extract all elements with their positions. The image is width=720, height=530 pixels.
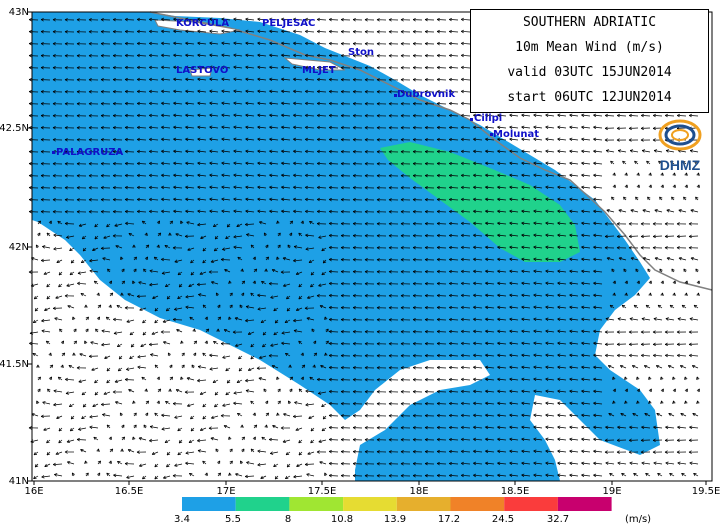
legend-color-box [450, 497, 505, 511]
place-label-peljesac: PELJESAC [262, 18, 315, 29]
title-valid-time: valid 03UTC 15JUN2014 [507, 65, 672, 80]
legend-threshold: 5.5 [225, 514, 241, 525]
place-label-molunat: Molunat [493, 129, 539, 140]
wind-speed-shading [32, 12, 660, 481]
lat-tick-label: 42N [9, 242, 29, 253]
place-labels: KORCULA PELJESAC Ston LASTOVO MLJET Dubr… [56, 18, 539, 158]
lon-tick-label: 18E [409, 486, 428, 497]
legend-color-box [396, 497, 451, 511]
legend-threshold: 8 [285, 514, 291, 525]
logo-text: DHMZ [659, 157, 701, 173]
lon-tick-label: 17E [216, 486, 235, 497]
longitude-axis: 16E 16.5E 17E 17.5E 18E 18.5E 19E 19.5E [24, 486, 720, 497]
lat-tick-label: 43N [9, 7, 29, 18]
legend-color-box [504, 497, 558, 511]
lat-tick-label: 41N [9, 476, 29, 487]
lon-tick-label: 19E [602, 486, 621, 497]
place-markers [52, 94, 493, 154]
lon-tick-label: 18.5E [501, 486, 530, 497]
legend-color-box [235, 497, 290, 511]
place-label-palagruza: PALAGRUZA [56, 147, 124, 158]
legend-threshold: 3.4 [174, 514, 190, 525]
island-korcula [154, 19, 241, 35]
legend-unit: (m/s) [625, 514, 651, 525]
island-lastovo [189, 67, 213, 77]
legend-color-box [182, 497, 236, 511]
legend-threshold: 24.5 [492, 514, 514, 525]
title-start-time: start 06UTC 12JUN2014 [507, 90, 672, 105]
legend-threshold: 10.8 [331, 514, 353, 525]
place-label-cilipi: Cilipi [474, 113, 502, 124]
sea-shading-3to5 [32, 12, 660, 481]
place-label-korcula: KORCULA [176, 18, 229, 29]
coastline [149, 11, 713, 291]
legend-color-box [289, 497, 344, 511]
title-variable: 10m Mean Wind (m/s) [515, 40, 664, 55]
lat-tick-label: 41.5N [0, 359, 29, 370]
dhmz-swirl-logo: DHMZ [650, 115, 710, 177]
logo-swirl-icon [658, 119, 702, 151]
wind-speed-legend: 3.4 5.5 8 10.8 13.9 17.2 24.5 32.7 (m/s) [174, 497, 651, 525]
lon-tick-label: 17.5E [308, 486, 337, 497]
place-label-lastovo: LASTOVO [176, 65, 228, 76]
lon-tick-label: 19.5E [692, 486, 720, 497]
latitude-axis: 43N 42.5N 42N 41.5N 41N [0, 7, 29, 487]
lon-tick-label: 16E [24, 486, 43, 497]
tick-marks [28, 11, 707, 485]
lon-tick-label: 16.5E [115, 486, 144, 497]
place-label-dubrovnik: Dubrovnik [397, 89, 455, 100]
title-region: SOUTHERN ADRIATIC [522, 15, 657, 30]
legend-threshold: 32.7 [547, 514, 569, 525]
lat-tick-label: 42.5N [0, 123, 29, 134]
legend-threshold: 17.2 [438, 514, 460, 525]
place-label-mljet: MLJET [302, 65, 336, 76]
title-box: SOUTHERN ADRIATIC 10m Mean Wind (m/s) va… [470, 9, 709, 113]
legend-color-box [557, 497, 612, 511]
sea-shading-5to8 [380, 142, 580, 262]
place-label-ston: Ston [348, 47, 374, 58]
legend-color-box [343, 497, 397, 511]
legend-threshold: 13.9 [384, 514, 406, 525]
croatian-coast [149, 11, 713, 291]
